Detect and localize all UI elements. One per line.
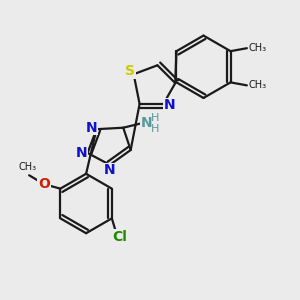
Text: Cl: Cl <box>112 230 127 244</box>
Text: H: H <box>151 124 159 134</box>
Text: N: N <box>104 163 116 177</box>
Text: N: N <box>85 121 97 135</box>
Text: S: S <box>125 64 135 78</box>
Text: CH₃: CH₃ <box>249 80 267 90</box>
Text: O: O <box>38 177 50 191</box>
Text: CH₃: CH₃ <box>249 43 267 53</box>
Text: CH₃: CH₃ <box>19 162 37 172</box>
Text: H: H <box>151 113 159 123</box>
Text: N: N <box>164 98 175 112</box>
Text: N: N <box>76 146 88 160</box>
Text: N: N <box>140 116 152 130</box>
